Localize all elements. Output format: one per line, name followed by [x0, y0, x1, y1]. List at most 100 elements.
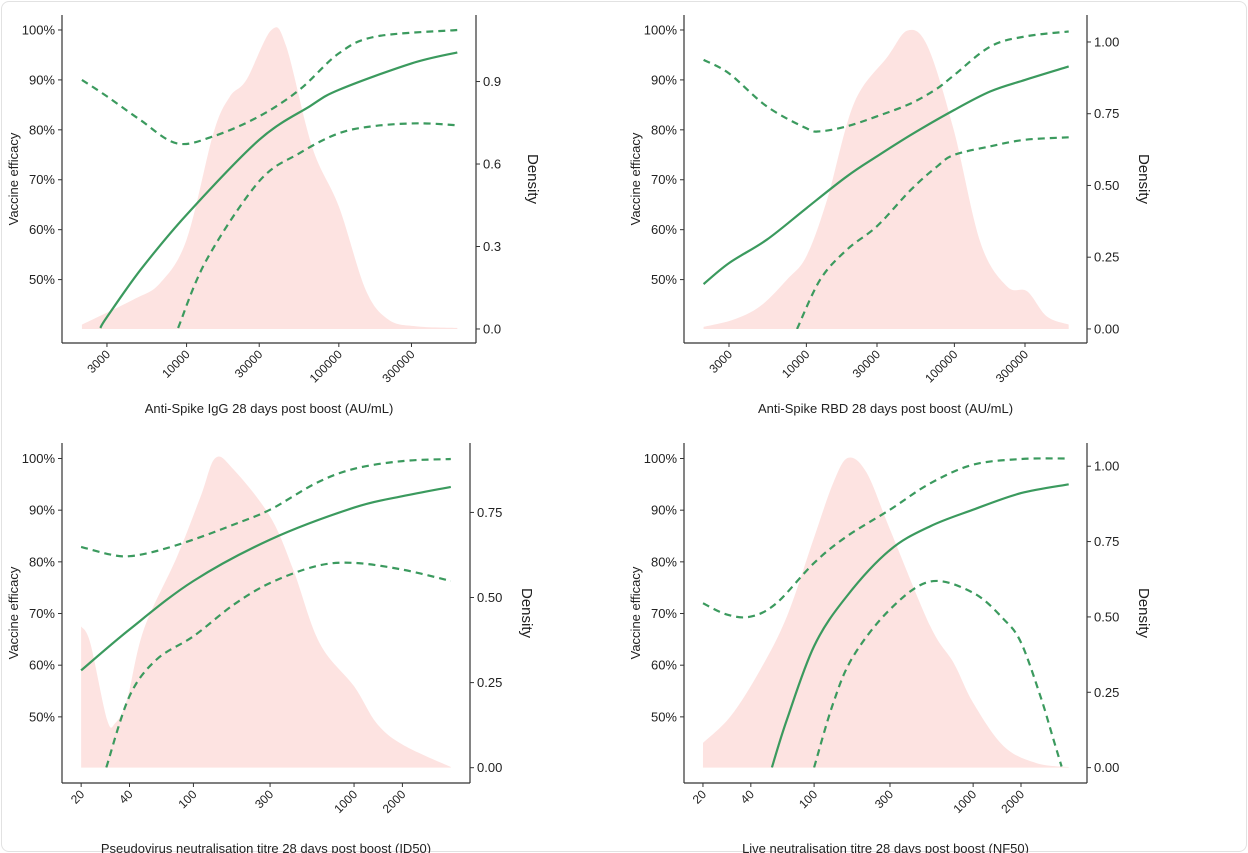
y-tick-label: 50% — [651, 709, 677, 724]
y2-tick-label: 0.75 — [1094, 106, 1119, 121]
y-tick-label: 70% — [29, 606, 55, 621]
y-tick-label: 100% — [22, 22, 56, 37]
lower-ci-line — [796, 136, 1069, 329]
x-tick-label: 30000 — [232, 347, 266, 381]
y-tick-label: 50% — [651, 272, 677, 287]
x-tick-label: 3000 — [706, 347, 735, 376]
density-area — [81, 456, 451, 768]
efficacy-line — [99, 51, 458, 329]
upper-ci-line — [80, 457, 451, 558]
y2-tick-label: 0.25 — [477, 675, 502, 690]
x-tick-label: 300 — [252, 787, 276, 811]
y-tick-label: 60% — [29, 222, 55, 237]
y-tick-label: 100% — [22, 451, 56, 466]
y-tick-label: 80% — [651, 122, 677, 137]
y2-tick-label: 0.00 — [1094, 760, 1119, 775]
x-tick-label: 300 — [872, 787, 896, 811]
curves — [702, 457, 1069, 768]
x-tick-label: 30000 — [850, 347, 884, 381]
y-tick-label: 60% — [651, 658, 677, 673]
y-tick-label: 80% — [651, 554, 677, 569]
lower-ci-line — [813, 579, 1063, 768]
y-tick-label: 60% — [29, 658, 55, 673]
y2-tick-label: 0.75 — [1094, 534, 1119, 549]
x-tick-label: 10000 — [779, 347, 813, 381]
y2-tick-label: 0.50 — [1094, 609, 1119, 624]
panel-3: 50% 60% 70% 80% 90% 100% 0.00 0.25 0.50 0.75 20 40 1… — [6, 443, 535, 853]
y2-axis-title: Density — [1135, 154, 1152, 205]
y2-tick-label: 0.75 — [477, 505, 502, 520]
efficacy-line — [80, 485, 452, 672]
panel-1: 50% 60% 70% 80% 90% 100% 0.0 0.3 0.6 0.9 3000 10000… — [6, 15, 541, 416]
efficacy-line — [702, 65, 1070, 285]
x-tick-label: 1000 — [331, 787, 360, 816]
x-tick-label: 1000 — [950, 787, 979, 816]
x-tick-label: 10000 — [159, 347, 193, 381]
y-tick-label: 70% — [29, 172, 55, 187]
efficacy-line — [770, 483, 1069, 768]
y-tick-label: 50% — [29, 272, 55, 287]
y2-tick-label: 0.6 — [483, 157, 501, 172]
y2-tick-label: 0.00 — [1094, 321, 1119, 336]
y2-tick-label: 1.00 — [1094, 34, 1119, 49]
x-axis-title: Anti-Spike RBD 28 days post boost (AU/mL… — [758, 401, 1013, 416]
y-tick-label: 90% — [29, 72, 55, 87]
x-axis-title: Live neutralisation titre 28 days post b… — [742, 841, 1029, 853]
y-axis-title: Vaccine efficacy — [628, 132, 643, 225]
x-tick-label: 20 — [68, 787, 88, 807]
upper-ci-line — [81, 28, 458, 146]
y-tick-label: 70% — [651, 606, 677, 621]
x-tick-label: 2000 — [380, 787, 409, 816]
x-tick-label: 40 — [738, 787, 758, 807]
lower-ci-line — [105, 561, 452, 768]
y-tick-label: 100% — [644, 22, 678, 37]
y-tick-label: 80% — [29, 122, 55, 137]
y2-tick-label: 0.9 — [483, 74, 501, 89]
y-tick-label: 100% — [644, 451, 678, 466]
panel-4: 50% 60% 70% 80% 90% 100% 0.00 0.25 0.50 0.75 1.00 2… — [628, 443, 1152, 853]
y2-tick-label: 0.3 — [483, 239, 501, 254]
x-tick-label: 100 — [175, 787, 199, 811]
y-axis-title: Vaccine efficacy — [6, 132, 21, 225]
y2-axis-title: Density — [1135, 588, 1152, 639]
y-tick-label: 60% — [651, 222, 677, 237]
y-tick-label: 90% — [651, 503, 677, 518]
y2-tick-label: 0.25 — [1094, 685, 1119, 700]
y-tick-label: 50% — [29, 709, 55, 724]
x-tick-label: 300000 — [379, 347, 417, 385]
curves — [81, 28, 458, 329]
lower-ci-line — [177, 122, 458, 329]
x-tick-label: 100 — [796, 787, 820, 811]
upper-ci-line — [702, 457, 1069, 619]
upper-ci-line — [703, 30, 1069, 133]
x-tick-label: 2000 — [998, 787, 1027, 816]
x-tick-label: 300000 — [993, 347, 1031, 385]
y2-tick-label: 1.00 — [1094, 459, 1119, 474]
y2-tick-label: 0.0 — [483, 321, 501, 336]
curves — [702, 30, 1070, 329]
y-tick-label: 80% — [29, 554, 55, 569]
y2-axis-title: Density — [524, 154, 541, 205]
x-tick-label: 40 — [116, 787, 136, 807]
density-area — [81, 27, 458, 329]
curves — [80, 457, 452, 768]
y2-tick-label: 0.00 — [477, 760, 502, 775]
y2-tick-label: 0.50 — [1094, 178, 1119, 193]
y2-tick-label: 0.50 — [477, 590, 502, 605]
x-axis-title: Pseudovirus neutralisation titre 28 days… — [101, 841, 431, 853]
y2-tick-label: 0.25 — [1094, 250, 1119, 265]
y-tick-label: 90% — [651, 72, 677, 87]
y2-axis-title: Density — [518, 588, 535, 639]
x-axis-title: Anti-Spike IgG 28 days post boost (AU/mL… — [145, 401, 394, 416]
y-tick-label: 70% — [651, 172, 677, 187]
x-tick-label: 3000 — [84, 347, 113, 376]
y-axis-title: Vaccine efficacy — [628, 566, 643, 659]
panel-2: 50% 60% 70% 80% 90% 100% 0.00 0.25 0.50 0.75 1.00 3… — [628, 15, 1152, 416]
y-tick-label: 90% — [29, 503, 55, 518]
y-axis-title: Vaccine efficacy — [6, 566, 21, 659]
x-tick-label: 100000 — [922, 347, 960, 385]
density-area — [703, 29, 1069, 329]
x-tick-label: 100000 — [307, 347, 345, 385]
